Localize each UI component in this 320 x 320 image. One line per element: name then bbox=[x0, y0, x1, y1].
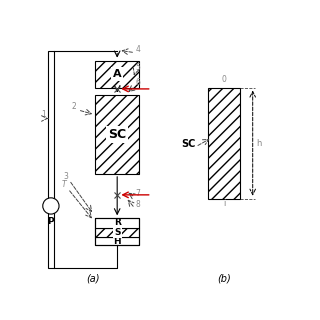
Text: (b): (b) bbox=[218, 273, 231, 283]
Text: T: T bbox=[62, 180, 66, 189]
Text: 8: 8 bbox=[136, 200, 140, 209]
Bar bbox=[95, 218, 140, 228]
Text: i: i bbox=[223, 199, 226, 208]
Text: A: A bbox=[113, 69, 122, 79]
Bar bbox=[95, 95, 140, 174]
Text: h: h bbox=[256, 139, 262, 148]
Text: 3: 3 bbox=[63, 172, 68, 181]
Text: 6: 6 bbox=[136, 78, 140, 87]
Bar bbox=[48, 51, 54, 268]
Bar bbox=[95, 228, 140, 237]
Text: 7: 7 bbox=[136, 189, 140, 198]
Text: R: R bbox=[114, 219, 121, 228]
Text: 1: 1 bbox=[41, 110, 46, 119]
Text: 0: 0 bbox=[222, 75, 227, 84]
Bar bbox=[95, 60, 140, 88]
Text: 2: 2 bbox=[72, 102, 76, 111]
Text: SC: SC bbox=[181, 139, 196, 149]
Text: SC: SC bbox=[108, 128, 126, 141]
Text: P: P bbox=[48, 217, 54, 226]
Text: 5: 5 bbox=[136, 63, 140, 72]
Bar bbox=[95, 237, 140, 245]
Circle shape bbox=[43, 198, 59, 214]
Bar bbox=[95, 218, 140, 245]
Text: H: H bbox=[113, 237, 121, 246]
Text: S: S bbox=[114, 228, 120, 237]
Bar bbox=[208, 88, 240, 198]
Text: 4: 4 bbox=[136, 45, 140, 54]
Text: (a): (a) bbox=[86, 273, 99, 283]
